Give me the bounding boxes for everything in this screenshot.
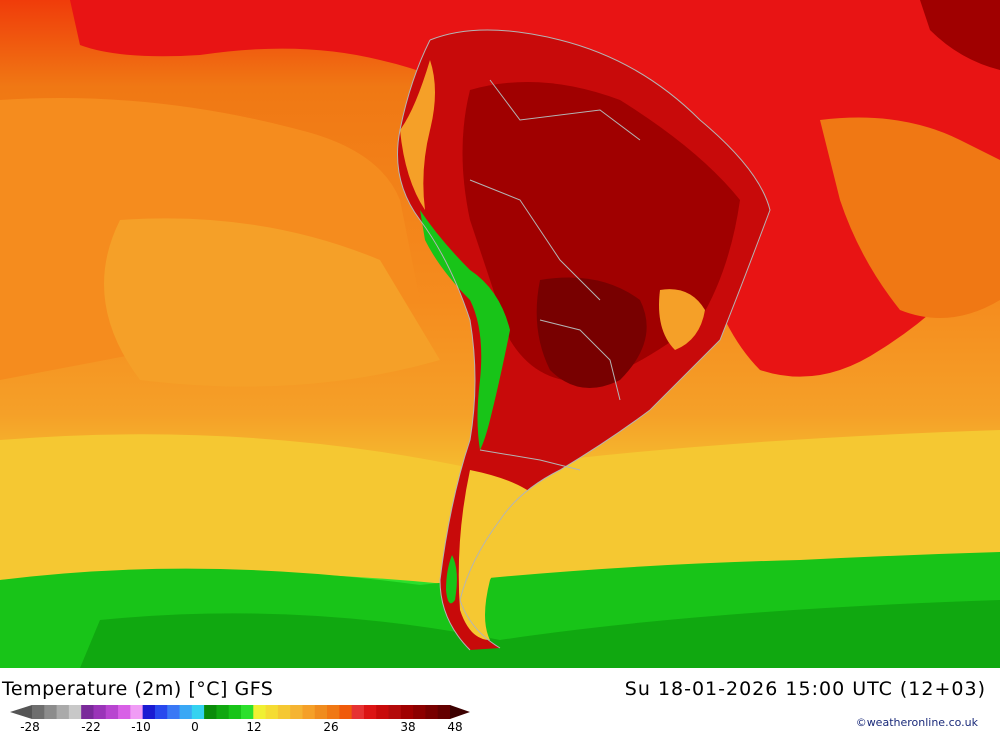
scale-swatch: [93, 705, 107, 719]
scale-arrow-max: [450, 705, 470, 719]
scale-swatch: [437, 705, 451, 719]
scale-swatch: [425, 705, 439, 719]
scale-swatch: [216, 705, 230, 719]
scale-tick-label: -28: [20, 720, 40, 734]
country-borders: [397, 29, 771, 651]
scale-swatch: [314, 705, 328, 719]
scale-swatch: [253, 705, 267, 719]
scale-swatch: [241, 705, 254, 719]
scale-swatch: [81, 705, 94, 719]
scale-swatch: [154, 705, 168, 719]
andes-cold-strip: [420, 210, 510, 450]
scale-swatch: [68, 705, 82, 719]
scale-tick-label: 0: [191, 720, 199, 734]
temperature-map: [0, 0, 1000, 668]
southern-andes-green: [446, 555, 457, 604]
scale-swatch: [302, 705, 316, 719]
south-dark-green: [80, 600, 1000, 668]
scale-swatch: [204, 705, 217, 719]
scale-swatch: [56, 705, 70, 719]
scale-swatch: [32, 705, 45, 719]
map-title: Temperature (2m) [°C] GFS: [2, 678, 274, 700]
scale-swatch: [167, 705, 181, 719]
pacific-light-orange: [104, 218, 440, 387]
scale-swatch: [142, 705, 156, 719]
scale-tick-label: 38: [400, 720, 416, 734]
scale-tick-label: -10: [131, 720, 151, 734]
map-timestamp: Su 18-01-2026 15:00 UTC (12+03): [624, 678, 986, 700]
scale-swatch: [327, 705, 340, 719]
scale-arrow-min: [10, 705, 32, 719]
tropical-warm-band: [70, 0, 1000, 377]
scale-swatch: [44, 705, 58, 719]
scale-swatch: [265, 705, 279, 719]
scale-tick-label: 26: [323, 720, 339, 734]
scale-swatch: [179, 705, 193, 719]
color-scale-bar: [10, 705, 470, 719]
scale-swatch: [290, 705, 303, 719]
scale-swatch: [413, 705, 426, 719]
scale-swatch: [130, 705, 144, 719]
scale-swatch: [351, 705, 365, 719]
scale-tick-label: -22: [81, 720, 101, 734]
scale-swatch: [376, 705, 390, 719]
eastern-atlantic-warm: [820, 117, 1000, 318]
scale-tick-label: 48: [447, 720, 463, 734]
scale-swatch: [105, 705, 119, 719]
chaco-hot-core: [536, 277, 647, 388]
scale-swatch: [118, 705, 131, 719]
credit-link[interactable]: ©weatheronline.co.uk: [855, 716, 978, 729]
scale-swatch: [400, 705, 414, 719]
scale-swatch: [277, 705, 291, 719]
scale-swatch: [228, 705, 242, 719]
patagonia-cool: [458, 470, 540, 640]
scale-tick-label: 12: [246, 720, 262, 734]
map-footer: Temperature (2m) [°C] GFS Su 18-01-2026 …: [0, 668, 1000, 734]
andes-warm-margin: [400, 60, 435, 210]
scale-swatch: [339, 705, 353, 719]
brazil-plateau-cooler: [659, 289, 705, 350]
caribbean-hot: [920, 0, 1000, 70]
scale-swatch: [388, 705, 402, 719]
scale-swatch: [363, 705, 377, 719]
scale-swatch: [191, 705, 205, 719]
